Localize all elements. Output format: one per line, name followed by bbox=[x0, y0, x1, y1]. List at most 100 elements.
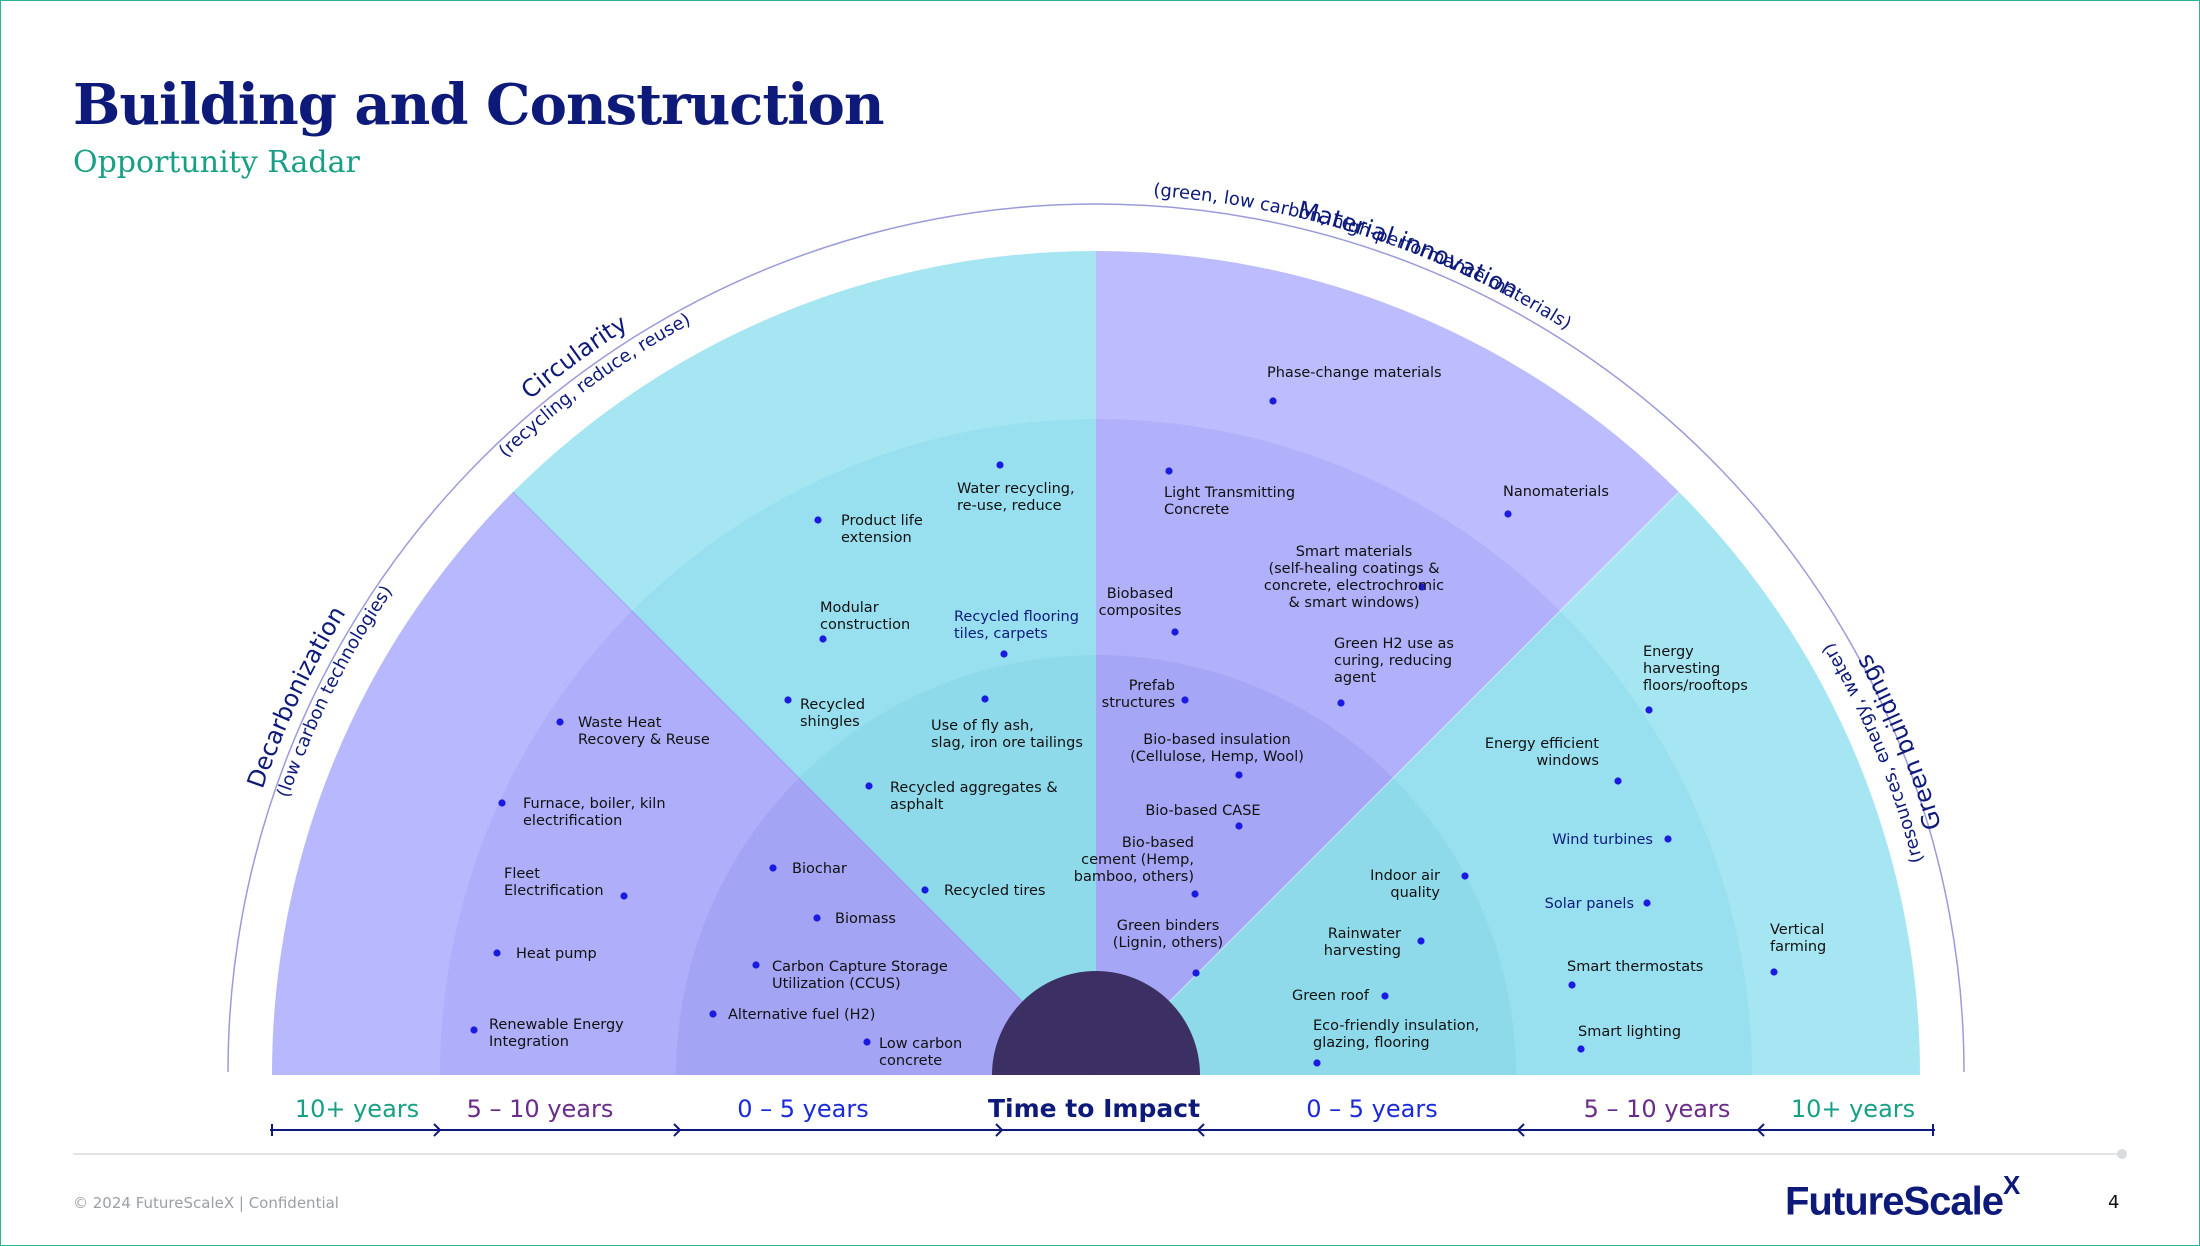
radar-item-label: Use of fly ash, slag, iron ore tailings bbox=[931, 718, 1083, 751]
company-logo: FutureScaleX bbox=[1785, 1170, 2020, 1224]
radar-item: Wind turbines bbox=[1552, 832, 1672, 848]
radar-item: Furnace, boiler, kiln electrification bbox=[498, 796, 666, 829]
radar-item-label: Eco-friendly insulation, glazing, floorin… bbox=[1313, 1018, 1479, 1051]
radar-item-label: Biochar bbox=[792, 861, 847, 877]
radar-item: Recycled flooring tiles, carpets bbox=[954, 609, 1079, 658]
radar-item: Bio-based cement (Hemp, bamboo, others) bbox=[1074, 835, 1199, 898]
radar-item-label: Biomass bbox=[835, 911, 896, 927]
radar-item: Modular construction bbox=[819, 600, 910, 643]
radar-item-dot bbox=[1269, 397, 1277, 405]
radar-item-label: Rainwater harvesting bbox=[1324, 926, 1401, 959]
axis-right-10plus: 10+ years bbox=[1791, 1095, 1915, 1123]
radar-item-dot bbox=[556, 718, 564, 726]
radar-item-dot bbox=[1577, 1045, 1585, 1053]
radar-item-label: Energy efficient windows bbox=[1485, 736, 1599, 769]
radar-item: Eco-friendly insulation, glazing, floorin… bbox=[1313, 1018, 1479, 1067]
radar-item-label: Waste Heat Recovery & Reuse bbox=[578, 715, 710, 748]
radar-item: Biochar bbox=[769, 861, 847, 877]
radar-item-dot bbox=[498, 799, 506, 807]
radar-item-dot bbox=[1614, 777, 1622, 785]
page-title: Building and Construction bbox=[73, 72, 885, 138]
radar-item: Recycled shingles bbox=[784, 696, 865, 730]
radar-item-dot bbox=[752, 961, 760, 969]
radar-item-dot bbox=[1643, 899, 1651, 907]
radar-item-label: Green H2 use as curing, reducing agent bbox=[1334, 636, 1454, 686]
radar-item-label: Modular construction bbox=[820, 600, 910, 633]
green-buildings-sector-inner bbox=[1096, 778, 1516, 1075]
radar-item-dot bbox=[1645, 706, 1653, 714]
radar-item: Low carbon concrete bbox=[863, 1036, 962, 1069]
radar-item: Alternative fuel (H2) bbox=[709, 1007, 875, 1023]
radar-item-dot bbox=[1192, 969, 1200, 977]
radar-item-label: Vertical farming bbox=[1770, 922, 1826, 955]
radar-item-label: Recycled shingles bbox=[800, 697, 865, 730]
radar-item: Prefab structures bbox=[1102, 678, 1189, 711]
radar-item: Fleet Electrification bbox=[504, 866, 628, 900]
radar-item-label: Phase-change materials bbox=[1267, 365, 1442, 381]
radar-item-label: Solar panels bbox=[1545, 896, 1634, 912]
radar-item: Indoor air quality bbox=[1370, 868, 1469, 901]
radar-item: Carbon Capture Storage Utilization (CCUS) bbox=[752, 959, 948, 992]
copyright-note: © 2024 FutureScaleX | Confidential bbox=[73, 1194, 339, 1212]
radar-item-label: Green binders (Lignin, others) bbox=[1113, 918, 1223, 951]
radar-item-label: Furnace, boiler, kiln electrification bbox=[523, 796, 666, 829]
radar-item-dot bbox=[1191, 890, 1199, 898]
radar-item: Green H2 use as curing, reducing agent bbox=[1334, 636, 1454, 707]
radar-item-label: Alternative fuel (H2) bbox=[728, 1007, 875, 1023]
radar-item: Smart materials (self-healing coatings & c… bbox=[1264, 544, 1444, 611]
radar-item-dot bbox=[1568, 981, 1576, 989]
radar-item-dot bbox=[1504, 510, 1512, 518]
radar-item-label: Recycled flooring tiles, carpets bbox=[954, 609, 1079, 642]
radar-item-label: Energy harvesting floors/rooftops bbox=[1643, 644, 1748, 694]
radar-item-label: Heat pump bbox=[516, 946, 597, 962]
radar-item: Vertical farming bbox=[1770, 922, 1826, 976]
axis-right-5-10: 5 – 10 years bbox=[1584, 1095, 1731, 1123]
radar-item: Smart thermostats bbox=[1567, 959, 1703, 989]
radar-item-label: Wind turbines bbox=[1552, 832, 1653, 848]
radar-item-dot bbox=[709, 1010, 717, 1018]
radar-item: Use of fly ash, slag, iron ore tailings bbox=[931, 695, 1083, 751]
radar-item: Smart lighting bbox=[1577, 1024, 1681, 1053]
radar-item-dot bbox=[813, 914, 821, 922]
radar-item-label: Smart lighting bbox=[1578, 1024, 1681, 1040]
radar-item: Energy harvesting floors/rooftops bbox=[1643, 644, 1748, 714]
radar-item-label: Water recycling, re-use, reduce bbox=[957, 481, 1075, 514]
radar-item-label: Smart thermostats bbox=[1567, 959, 1703, 975]
radar-item-label: Fleet Electrification bbox=[504, 866, 604, 899]
decarbonization-sector-inner bbox=[676, 778, 1096, 1075]
radar-item: Phase-change materials bbox=[1267, 365, 1442, 405]
radar-item-dot bbox=[1664, 835, 1672, 843]
page-number: 4 bbox=[2108, 1192, 2120, 1213]
material-sector-inner bbox=[1096, 655, 1393, 1075]
radar-item: Light Transmitting Concrete bbox=[1164, 467, 1295, 518]
radar-item-label: Green roof bbox=[1292, 988, 1370, 1004]
radar-item-dot bbox=[1417, 937, 1425, 945]
radar-item-label: Bio-based cement (Hemp, bamboo, others) bbox=[1074, 835, 1194, 885]
radar-item-label: Smart materials (self-healing coatings & c… bbox=[1264, 544, 1444, 611]
page-subtitle: Opportunity Radar bbox=[73, 145, 360, 180]
radar-item-dot bbox=[493, 949, 501, 957]
radar-item-dot bbox=[814, 516, 822, 524]
radar-item-dot bbox=[996, 461, 1004, 469]
radar-item-dot bbox=[1165, 467, 1173, 475]
axis-left-5-10: 5 – 10 years bbox=[467, 1095, 614, 1123]
radar-item-dot bbox=[470, 1026, 478, 1034]
radar-sectors bbox=[271, 250, 1921, 1076]
radar-item-dot bbox=[1000, 650, 1008, 658]
radar-item-dot bbox=[620, 892, 628, 900]
radar-item: Rainwater harvesting bbox=[1324, 926, 1425, 959]
radar-item-label: Recycled tires bbox=[944, 883, 1045, 899]
center-axis-label: Time to Impact bbox=[988, 1094, 1200, 1123]
radar-item-dot bbox=[1181, 696, 1189, 704]
radar-item: Renewable Energy Integration bbox=[470, 1017, 624, 1050]
radar-item-label: Biobased composites bbox=[1099, 586, 1182, 619]
radar-item: Nanomaterials bbox=[1503, 484, 1609, 518]
radar-item-label: Nanomaterials bbox=[1503, 484, 1609, 500]
radar-items: Waste Heat Recovery & Reuse Furnace, boile… bbox=[470, 365, 1826, 1069]
radar-item-dot bbox=[1461, 872, 1469, 880]
axis-left-10plus: 10+ years bbox=[295, 1095, 419, 1123]
radar-item: Green roof bbox=[1292, 988, 1389, 1004]
axis-right-0-5: 0 – 5 years bbox=[1306, 1095, 1437, 1123]
radar-item-label: Bio-based CASE bbox=[1145, 803, 1260, 819]
